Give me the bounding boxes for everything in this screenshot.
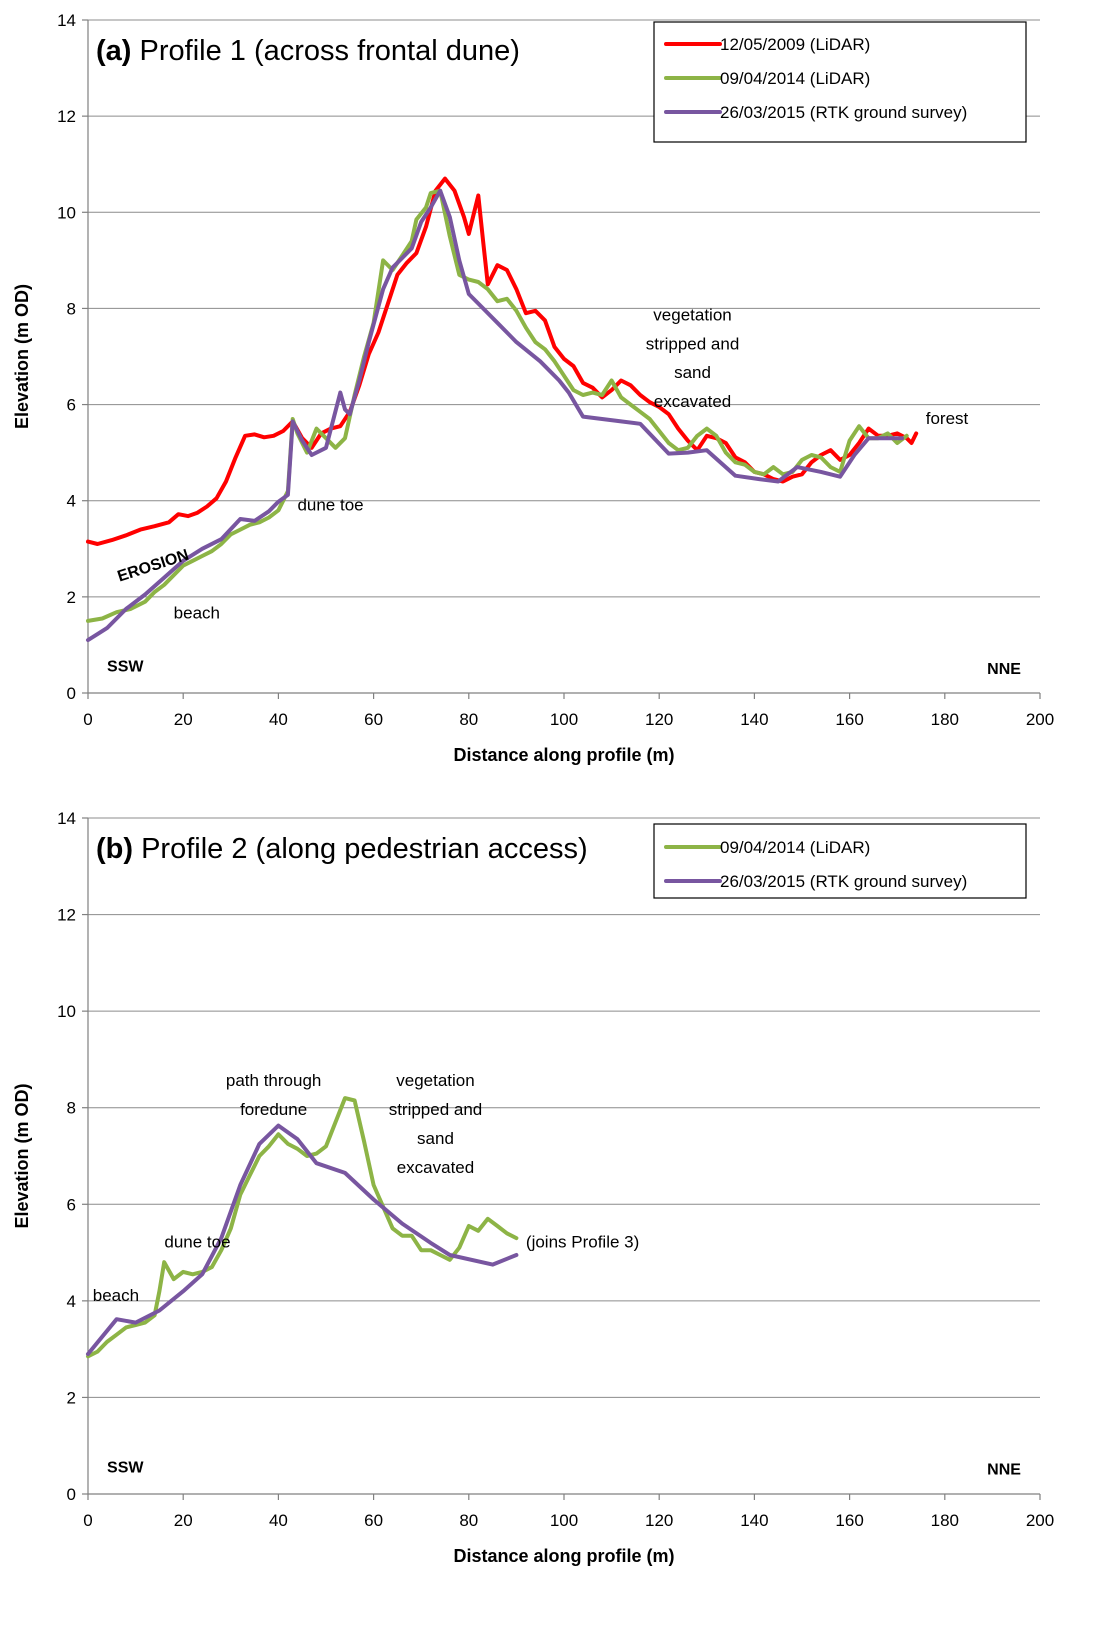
legend-entry: 09/04/2014 (LiDAR) xyxy=(720,838,870,857)
x-tick-label: 160 xyxy=(835,1511,863,1530)
panel-letter: (a) xyxy=(96,35,131,67)
x-tick-label: 140 xyxy=(740,710,768,729)
annotation: sand xyxy=(674,363,711,382)
x-tick-label: 160 xyxy=(835,710,863,729)
y-tick-label: 8 xyxy=(67,1099,76,1118)
annotation: NNE xyxy=(987,661,1021,678)
legend-entry: 12/05/2009 (LiDAR) xyxy=(720,35,870,54)
annotation: dune toe xyxy=(297,495,363,514)
y-tick-label: 12 xyxy=(57,107,76,126)
y-tick-label: 6 xyxy=(67,1195,76,1214)
series-line-0 xyxy=(86,1096,519,1359)
y-tick-label: 14 xyxy=(57,11,76,30)
y-tick-label: 10 xyxy=(57,1002,76,1021)
annotation: excavated xyxy=(654,392,732,411)
legend-entry: 26/03/2015 (RTK ground survey) xyxy=(720,103,967,122)
panel-title: (a) Profile 1 (across frontal dune) xyxy=(96,35,520,67)
annotation: NNE xyxy=(987,1462,1021,1479)
y-axis-title: Elevation (m OD) xyxy=(12,284,32,429)
annotation: vegetation xyxy=(396,1071,474,1090)
x-tick-label: 60 xyxy=(364,710,383,729)
x-tick-label: 0 xyxy=(83,1511,92,1530)
annotation: SSW xyxy=(107,658,144,675)
panel-title-text: Profile 1 (across frontal dune) xyxy=(131,35,519,67)
x-tick-label: 120 xyxy=(645,1511,673,1530)
annotation: foredune xyxy=(240,1100,307,1119)
annotation: EROSION xyxy=(116,547,191,586)
panel-title-text: Profile 2 (along pedestrian access) xyxy=(133,833,588,865)
series-line-1 xyxy=(86,1123,519,1356)
annotation: stripped and xyxy=(389,1100,483,1119)
x-tick-label: 140 xyxy=(740,1511,768,1530)
x-tick-label: 200 xyxy=(1026,1511,1054,1530)
y-tick-label: 14 xyxy=(57,809,76,828)
x-tick-label: 180 xyxy=(931,710,959,729)
x-tick-label: 20 xyxy=(174,1511,193,1530)
annotation: excavated xyxy=(397,1158,475,1177)
x-tick-label: 100 xyxy=(550,710,578,729)
annotation: sand xyxy=(417,1129,454,1148)
annotation: stripped and xyxy=(646,334,740,353)
annotation: SSW xyxy=(107,1459,144,1476)
y-tick-label: 12 xyxy=(57,906,76,925)
y-axis-title: Elevation (m OD) xyxy=(12,1083,32,1228)
y-tick-label: 4 xyxy=(67,1292,76,1311)
series-line-2 xyxy=(86,188,904,643)
annotation: dune toe xyxy=(164,1233,230,1252)
legend-entry: 09/04/2014 (LiDAR) xyxy=(720,69,870,88)
x-tick-label: 60 xyxy=(364,1511,383,1530)
x-tick-label: 80 xyxy=(459,710,478,729)
x-tick-label: 100 xyxy=(550,1511,578,1530)
x-tick-label: 40 xyxy=(269,710,288,729)
y-tick-label: 0 xyxy=(67,1485,76,1504)
annotation: beach xyxy=(93,1286,139,1305)
annotation: vegetation xyxy=(653,305,731,324)
series-line-0 xyxy=(86,176,919,546)
x-tick-label: 0 xyxy=(83,710,92,729)
y-tick-label: 8 xyxy=(67,299,76,318)
y-tick-label: 6 xyxy=(67,396,76,415)
series-line-1 xyxy=(86,188,909,623)
legend-entry: 26/03/2015 (RTK ground survey) xyxy=(720,872,967,891)
x-tick-label: 180 xyxy=(931,1511,959,1530)
annotation: (joins Profile 3) xyxy=(526,1233,639,1252)
legend: 12/05/2009 (LiDAR) 09/04/2014 (LiDAR) 26/0… xyxy=(653,21,1027,143)
x-tick-label: 20 xyxy=(174,710,193,729)
x-tick-label: 120 xyxy=(645,710,673,729)
panel-title: (b) Profile 2 (along pedestrian access) xyxy=(96,833,588,865)
y-tick-label: 0 xyxy=(67,684,76,703)
x-tick-label: 40 xyxy=(269,1511,288,1530)
y-tick-label: 2 xyxy=(67,588,76,607)
y-tick-label: 10 xyxy=(57,203,76,222)
legend-box xyxy=(653,823,1027,899)
legend: 09/04/2014 (LiDAR) 26/03/2015 (RTK ground… xyxy=(653,823,1027,899)
x-tick-label: 80 xyxy=(459,1511,478,1530)
annotation: beach xyxy=(174,603,220,622)
x-axis-title: Distance along profile (m) xyxy=(453,1546,674,1566)
x-axis-title: Distance along profile (m) xyxy=(453,745,674,765)
annotation: path through xyxy=(226,1071,321,1090)
x-tick-label: 200 xyxy=(1026,710,1054,729)
panel-letter: (b) xyxy=(96,833,133,865)
annotation: forest xyxy=(926,409,969,428)
y-tick-label: 4 xyxy=(67,492,76,511)
y-tick-label: 2 xyxy=(67,1388,76,1407)
